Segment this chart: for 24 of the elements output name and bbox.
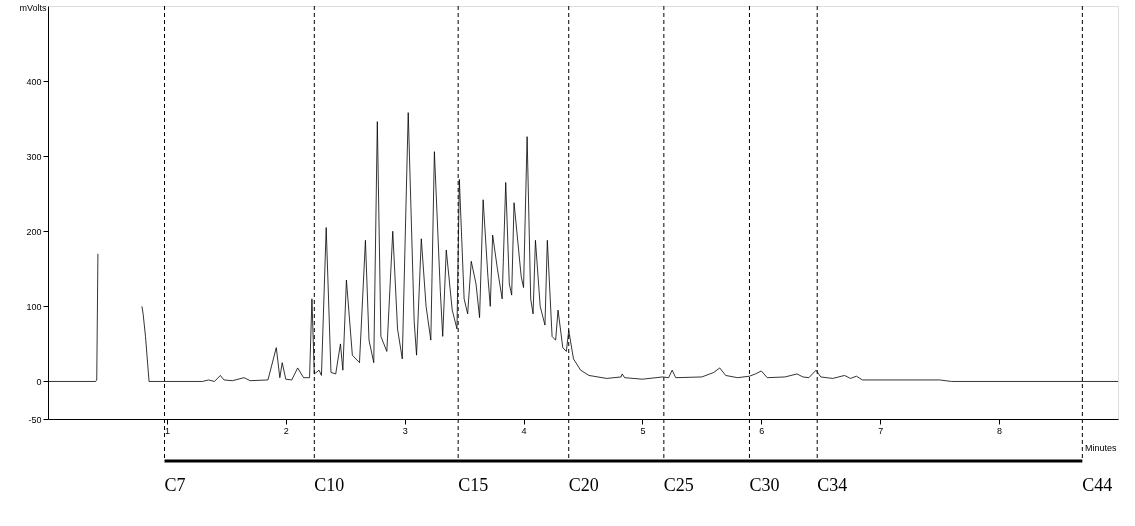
y-tick-label: 300 <box>26 151 42 162</box>
ref-line-label: C44 <box>1082 475 1113 495</box>
ref-line-label: C10 <box>314 475 345 495</box>
ref-line-label: C15 <box>458 475 489 495</box>
x-axis-title: Minutes <box>1084 442 1117 453</box>
x-tick-label: 2 <box>283 425 289 436</box>
y-tick-label: 0 <box>36 376 42 387</box>
x-tick-label: 5 <box>640 425 646 436</box>
y-tick-label: 100 <box>26 301 42 312</box>
y-axis-title: mVolts <box>19 2 47 13</box>
x-tick-label: 7 <box>878 425 884 436</box>
ref-line-label: C20 <box>568 475 599 495</box>
x-tick-label: 6 <box>759 425 765 436</box>
x-tick-label: 1 <box>164 425 170 436</box>
x-tick-label: 8 <box>997 425 1003 436</box>
ref-line-label: C7 <box>164 475 186 495</box>
x-tick-label: 3 <box>402 425 408 436</box>
ref-line-label: C30 <box>749 475 780 495</box>
x-tick-label: 4 <box>521 425 527 436</box>
ref-line-label: C25 <box>663 475 694 495</box>
y-tick-label: 200 <box>26 226 42 237</box>
ref-line-label: C34 <box>817 475 848 495</box>
y-tick-label: 400 <box>26 76 42 87</box>
y-tick-label: -50 <box>28 414 42 425</box>
